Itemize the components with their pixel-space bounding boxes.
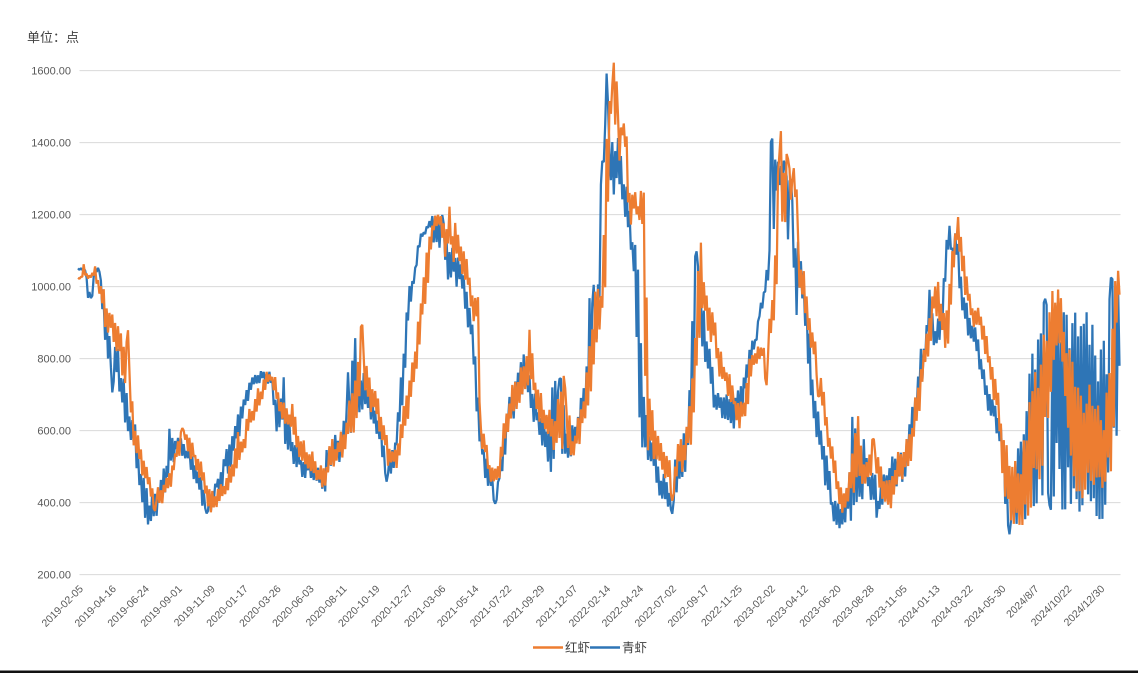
svg-text:600.00: 600.00 — [37, 425, 71, 437]
svg-text:400.00: 400.00 — [37, 497, 71, 509]
svg-text:1600.00: 1600.00 — [31, 65, 71, 77]
svg-text:红虾: 红虾 — [565, 640, 590, 655]
svg-text:1400.00: 1400.00 — [31, 137, 71, 149]
svg-text:青虾: 青虾 — [622, 641, 647, 655]
svg-text:1200.00: 1200.00 — [31, 209, 71, 221]
svg-text:800.00: 800.00 — [37, 353, 71, 365]
svg-text:1000.00: 1000.00 — [31, 281, 71, 293]
svg-text:200.00: 200.00 — [37, 569, 71, 581]
svg-text:单位：点: 单位：点 — [27, 30, 79, 45]
